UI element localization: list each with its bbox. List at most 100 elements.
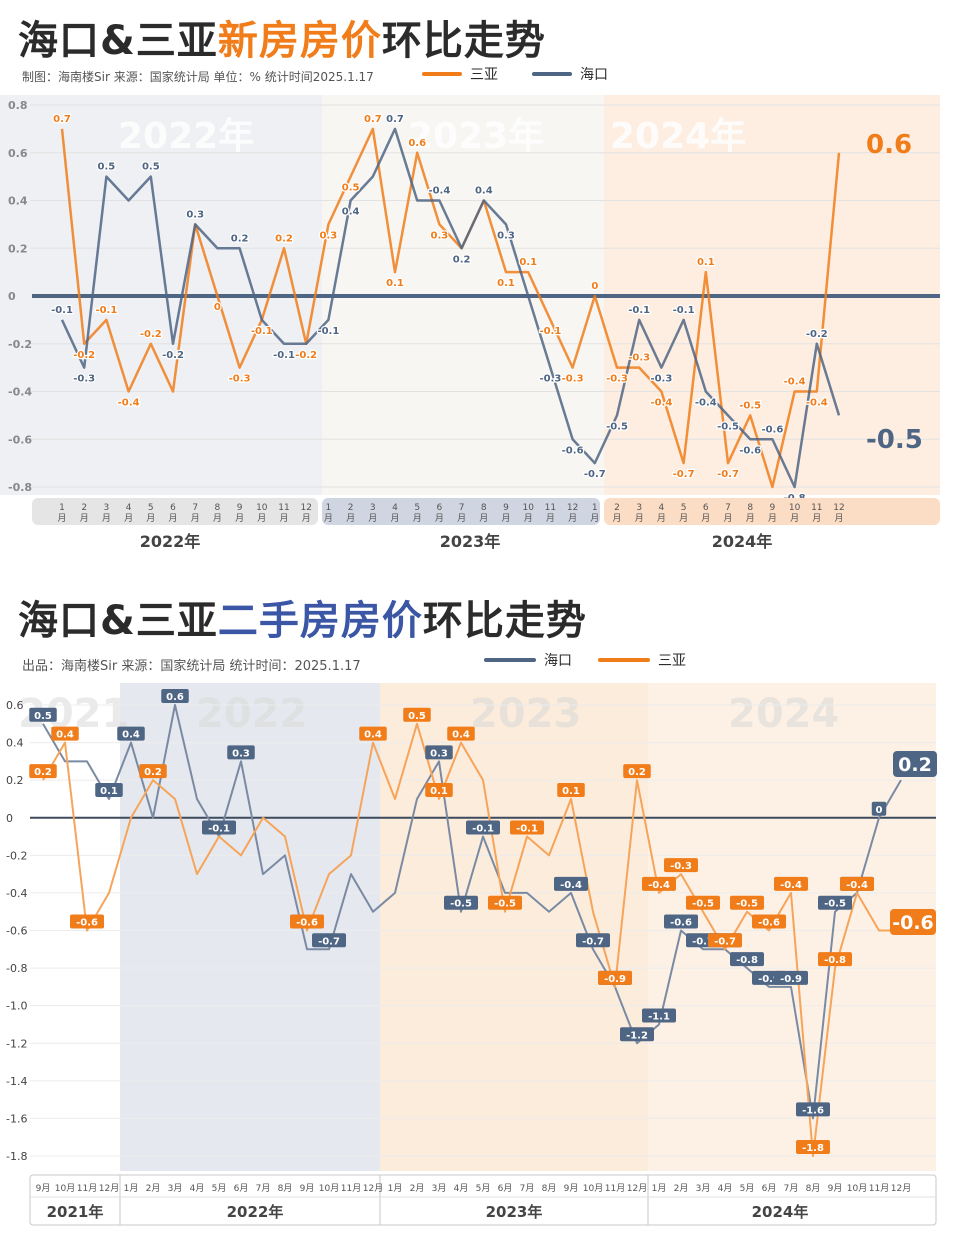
data-label-sanya: -0.1	[516, 824, 538, 835]
month-tick-label: 月	[146, 513, 155, 524]
month-tick-label: 12月	[99, 1183, 119, 1194]
month-tick-label: 月	[302, 513, 311, 524]
data-label-box-sanya	[686, 895, 720, 910]
data-label-box-sanya	[796, 1140, 830, 1154]
month-tick-label: 8	[215, 503, 221, 513]
data-label-haikou: -0.6	[761, 424, 783, 435]
month-tick-label: 5月	[476, 1183, 491, 1194]
data-label-box-sanya	[510, 820, 544, 835]
month-tick-label: 月	[768, 513, 777, 524]
month-tick-label: 1	[59, 503, 65, 513]
month-tick-label: 2月	[146, 1183, 161, 1194]
data-label-haikou: -0.7	[692, 936, 714, 947]
data-label-box-haikou	[444, 895, 478, 910]
data-label-haikou: 0.7	[386, 114, 404, 125]
month-tick-label: 12月	[891, 1183, 911, 1194]
month-tick-label: 月	[590, 513, 599, 524]
month-tick-label: 2月	[410, 1183, 425, 1194]
data-label-box-haikou	[554, 876, 588, 891]
end-label-sanya-box	[890, 909, 936, 935]
month-tick-label: 8月	[542, 1183, 557, 1194]
month-tick-label: 3月	[168, 1183, 183, 1194]
data-label-sanya: 0.3	[431, 230, 449, 241]
y-tick-label: 0.6	[6, 699, 24, 712]
month-tick-label: 月	[657, 513, 666, 524]
data-label-box-sanya	[29, 764, 57, 779]
legend-sanya-swatch	[598, 658, 650, 662]
data-label-sanya: -0.4	[784, 377, 806, 388]
data-label-sanya: 0.3	[186, 209, 204, 220]
y-tick-label: -1.2	[6, 1037, 27, 1050]
month-tick-label: 6月	[234, 1183, 249, 1194]
data-label-haikou: -0.6	[739, 445, 761, 456]
data-label-sanya: 0.4	[364, 730, 382, 741]
month-tick-label: 1	[326, 503, 332, 513]
month-tick-label: 1月	[652, 1183, 667, 1194]
data-label-haikou: 0.4	[342, 207, 360, 218]
data-label-haikou: 0.1	[100, 786, 118, 797]
data-label-sanya: -0.5	[739, 400, 761, 411]
data-label-sanya: -0.2	[73, 350, 95, 361]
data-label-sanya: -0.9	[604, 974, 626, 985]
data-label-sanya: -0.7	[717, 469, 739, 480]
legend-sanya-label: 三亚	[658, 653, 686, 669]
legend-haikou-label: 海口	[580, 67, 608, 83]
month-tick-label: 10	[256, 503, 268, 513]
data-label-box-haikou	[161, 689, 189, 703]
data-label-box-haikou	[642, 1008, 676, 1023]
month-tick-label: 月	[746, 513, 755, 524]
chart2-title-part3: 环比走势	[422, 598, 587, 644]
month-tick-label: 8	[747, 503, 753, 513]
month-tick-label: 8	[481, 503, 487, 513]
month-tick-label: 5	[414, 503, 420, 513]
year-label: 2023年	[440, 532, 501, 551]
data-label-box-haikou	[202, 820, 236, 835]
data-label-haikou: 0.4	[122, 730, 140, 741]
data-label-sanya: 0	[591, 281, 598, 292]
month-tick-label: 月	[80, 513, 89, 524]
month-tick-label: 月	[457, 513, 466, 524]
month-tick-label: 月	[168, 513, 177, 524]
data-label-sanya: -0.4	[118, 398, 140, 409]
y-tick-label: 0.4	[8, 195, 28, 208]
data-label-box-haikou	[620, 1027, 654, 1042]
month-tick-label: 3	[104, 503, 110, 513]
data-label-box-haikou	[29, 707, 57, 722]
y-tick-label: -1.0	[6, 1000, 27, 1013]
data-label-haikou: -0.4	[695, 398, 717, 409]
data-label-sanya: -0.4	[648, 880, 670, 891]
month-tick-label: 10	[789, 503, 801, 513]
data-label-sanya: -0.5	[692, 899, 714, 910]
data-label-box-sanya	[818, 952, 852, 967]
month-tick-label: 6月	[762, 1183, 777, 1194]
month-tick-label: 3月	[696, 1183, 711, 1194]
month-tick-label: 7	[725, 503, 731, 513]
data-label-sanya: 0.1	[430, 786, 448, 797]
data-label-haikou: 0.2	[231, 233, 249, 244]
y-tick-label: 0.8	[8, 99, 28, 112]
month-tick-label: 月	[257, 513, 266, 524]
month-tick-label: 9	[770, 503, 776, 513]
month-tick-label: 月	[435, 513, 444, 524]
data-label-sanya: -0.3	[562, 374, 584, 385]
data-label-sanya: -0.1	[251, 326, 273, 337]
data-label-box-haikou	[466, 820, 500, 835]
data-label-box-sanya	[752, 914, 786, 929]
data-label-box-sanya	[359, 726, 387, 741]
data-label-box-sanya	[623, 764, 651, 779]
month-tick-label: 6月	[498, 1183, 513, 1194]
month-tick-label: 12	[833, 503, 844, 513]
y-tick-label: -0.4	[6, 887, 27, 900]
y-tick-label: 0	[8, 290, 16, 303]
data-label-box-sanya	[488, 895, 522, 910]
month-tick-label: 9月	[36, 1183, 51, 1194]
data-label-sanya: 0.1	[386, 278, 404, 289]
y-tick-label: 0.4	[6, 737, 24, 750]
data-label-box-sanya	[708, 933, 742, 948]
month-strip	[29, 1174, 937, 1226]
data-label-sanya: -0.8	[824, 955, 846, 966]
chart2-title-part1: 海口&三亚	[18, 598, 218, 644]
year-label: 2021年	[47, 1203, 104, 1221]
chart2-title-part2: 二手房房价	[217, 598, 423, 644]
data-label-sanya: -0.4	[806, 398, 828, 409]
